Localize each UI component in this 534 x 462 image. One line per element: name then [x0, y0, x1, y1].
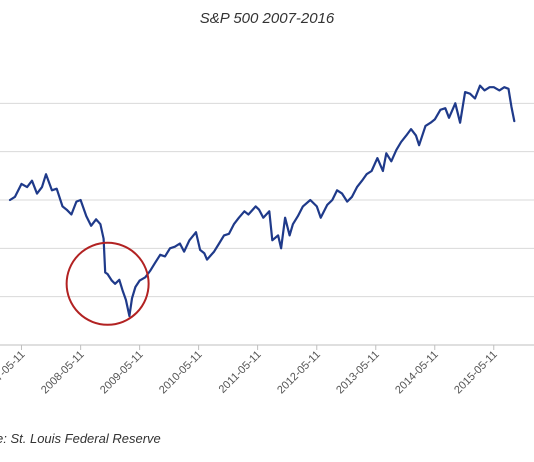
source-note: e: St. Louis Federal Reserve — [0, 431, 161, 446]
crash-highlight-circle — [65, 241, 150, 326]
x-tick-label: 2012-05-11 — [275, 349, 323, 397]
x-tick-label: 2015-05-11 — [452, 349, 500, 397]
x-tick-label: 2014-05-11 — [393, 349, 441, 397]
x-tick-label: 2009-05-11 — [98, 349, 146, 397]
x-tick-label: 2013-05-11 — [334, 349, 382, 397]
series-line — [8, 84, 516, 318]
chart-title: S&P 500 2007-2016 — [199, 10, 335, 27]
x-tick-label: 2011-05-11 — [217, 349, 264, 396]
x-tick-label: 2008-05-11 — [39, 349, 87, 397]
x-tick-label: 2007-05-11 — [0, 349, 28, 397]
x-tick-label: 2010-05-11 — [157, 349, 205, 397]
